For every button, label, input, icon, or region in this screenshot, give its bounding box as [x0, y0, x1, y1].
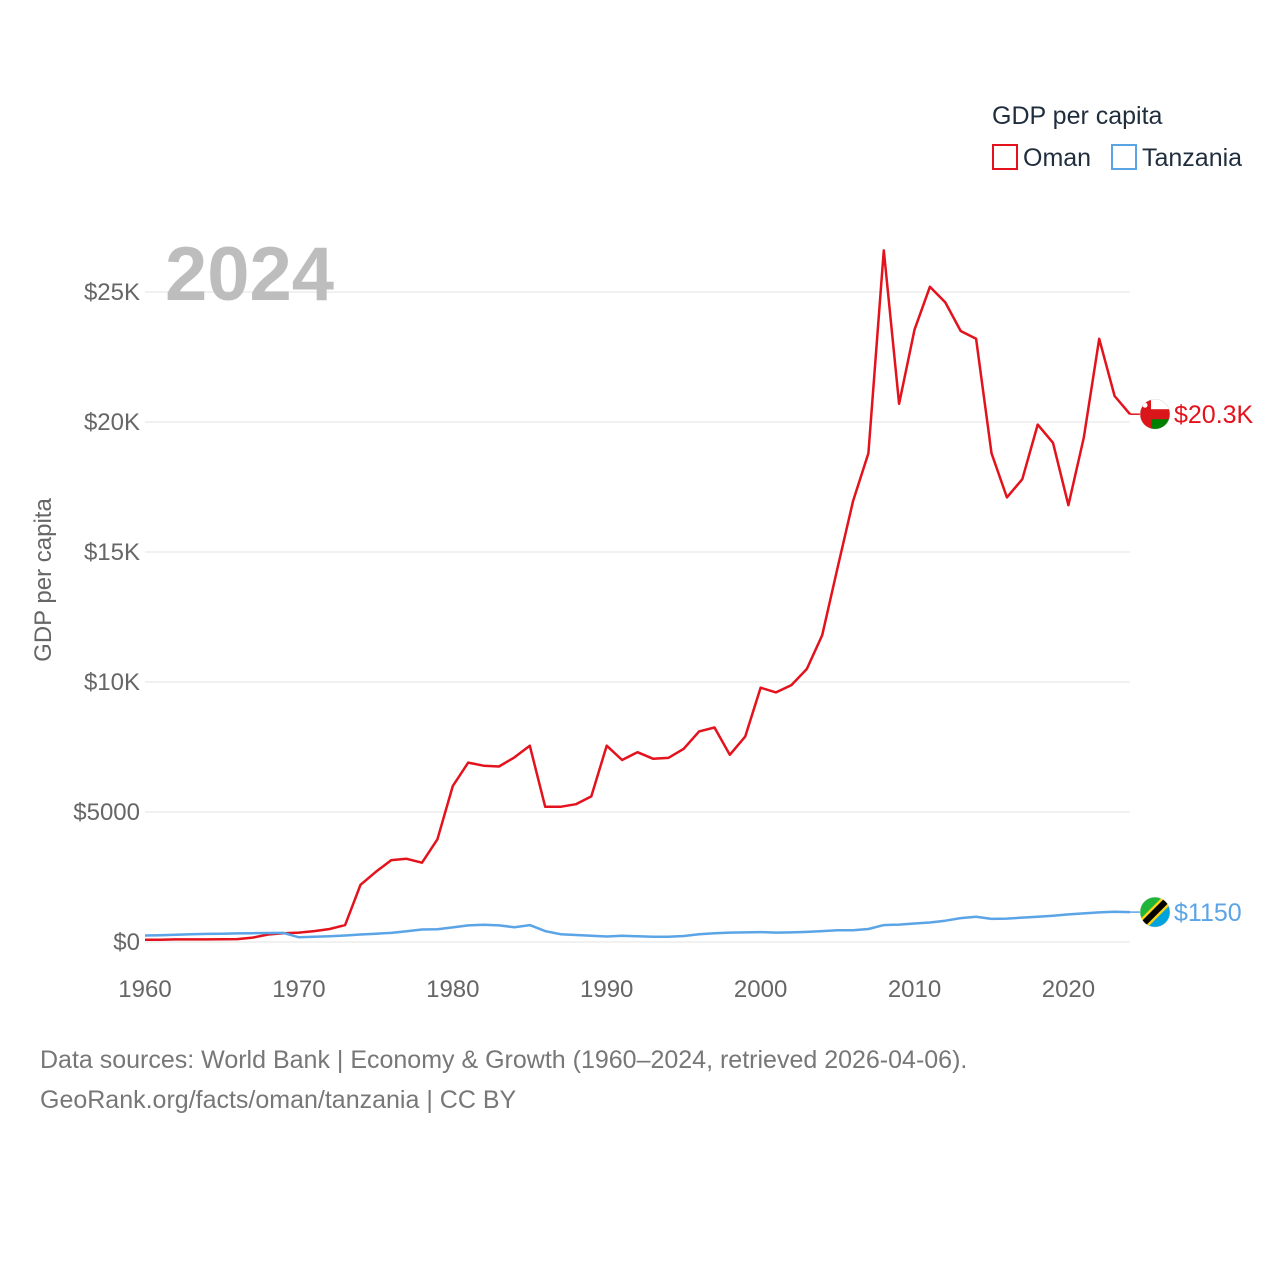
year-label: 2024: [165, 232, 334, 317]
y-tick-label: $5000: [73, 799, 140, 826]
end-value-label-tanzania: $1150: [1174, 899, 1242, 927]
x-tick-label: 1960: [118, 976, 171, 1003]
x-tick-label: 1970: [272, 976, 325, 1003]
legend-item-oman[interactable]: Oman: [992, 144, 1091, 172]
series-end-labels: $20.3K $1150: [1130, 398, 1254, 928]
legend-label-tanzania: Tanzania: [1142, 144, 1242, 172]
legend-label-oman: Oman: [1023, 144, 1091, 172]
end-value-label-oman: $20.3K: [1174, 401, 1254, 429]
y-axis-ticks: $0 $5000 $10K $15K $20K $25K: [73, 279, 140, 956]
oman-flag-icon: [1139, 398, 1171, 430]
legend[interactable]: GDP per capita Oman Tanzania: [992, 102, 1242, 172]
y-tick-label: $15K: [84, 539, 140, 566]
tanzania-flag-icon: [1139, 896, 1171, 928]
series-lines: [144, 249, 1131, 941]
y-tick-label: $25K: [84, 279, 140, 306]
legend-swatch-oman: [992, 144, 1018, 170]
x-tick-label: 2010: [888, 976, 941, 1003]
x-axis-ticks: 1960 1970 1980 1990 2000 2010 2020: [118, 976, 1095, 1003]
y-axis-label: GDP per capita: [30, 498, 57, 662]
x-tick-label: 2000: [734, 976, 787, 1003]
y-tick-label: $0: [113, 929, 140, 956]
source-line-2: GeoRank.org/facts/oman/tanzania | CC BY: [40, 1086, 517, 1114]
legend-swatch-tanzania: [1111, 144, 1137, 170]
y-tick-label: $20K: [84, 409, 140, 436]
x-tick-label: 1980: [426, 976, 479, 1003]
legend-item-tanzania[interactable]: Tanzania: [1111, 144, 1242, 172]
x-tick-label: 2020: [1042, 976, 1095, 1003]
source-line-1: Data sources: World Bank | Economy & Gro…: [40, 1046, 968, 1074]
legend-title: GDP per capita: [992, 102, 1163, 130]
series-line-oman: [145, 249, 1131, 941]
y-tick-label: $10K: [84, 669, 140, 696]
source-note: Data sources: World Bank | Economy & Gro…: [40, 1040, 967, 1120]
grid-lines: [145, 291, 1130, 943]
x-tick-label: 1990: [580, 976, 633, 1003]
series-line-tanzania: [144, 910, 1131, 939]
